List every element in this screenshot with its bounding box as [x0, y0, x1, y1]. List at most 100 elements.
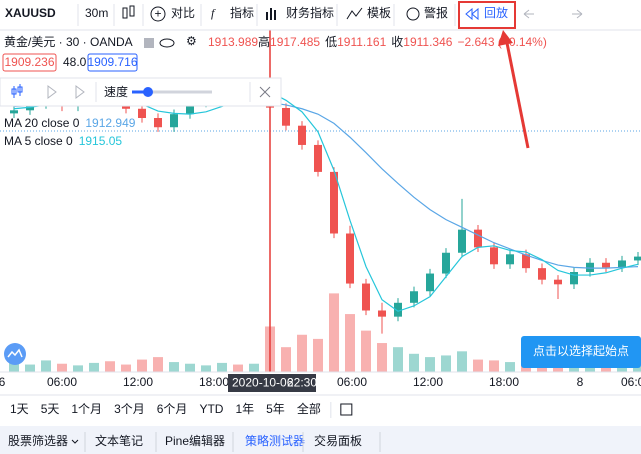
tabs-bg: [0, 426, 641, 454]
ma-legend: MA 5 close 0 1915.05: [4, 134, 122, 148]
volume-bar: [505, 362, 515, 372]
ma-value: 1915.05: [79, 134, 123, 148]
bid-box[interactable]: [2, 53, 57, 72]
instrument: 黄金/美元 · 30 · OANDA: [4, 34, 133, 49]
alert-icon: [406, 7, 420, 21]
close-replay[interactable]: [259, 86, 271, 98]
volume-bar: [233, 364, 243, 372]
tab[interactable]: Pine编辑器: [165, 433, 225, 448]
interval[interactable]: 30m: [85, 6, 108, 20]
ohlc-label: 高: [258, 34, 270, 49]
compare[interactable]: 对比: [171, 6, 195, 20]
alerts[interactable]: 警报: [424, 5, 448, 20]
calendar-icon[interactable]: [340, 403, 353, 416]
step[interactable]: [75, 85, 85, 99]
ohlc-value: 1917.485: [270, 35, 320, 49]
financials[interactable]: 财务指标: [286, 5, 334, 20]
volume-bar: [249, 363, 259, 372]
volume-bar: [313, 338, 323, 372]
volume-bar: [489, 360, 499, 372]
settings-icon[interactable]: ⚙: [186, 34, 197, 48]
chevron: [71, 439, 79, 444]
volume-bar: [25, 364, 35, 372]
range-button[interactable]: 5年: [266, 402, 285, 416]
bid: 1909.236: [4, 55, 54, 69]
candle-body: [426, 273, 434, 292]
indicator-icon: f: [211, 6, 216, 20]
indicators[interactable]: 指标: [230, 5, 254, 20]
symbol[interactable]: XAUUSD: [5, 6, 56, 20]
candle-body: [570, 272, 578, 285]
replay-icon: [471, 7, 479, 21]
candle-body: [538, 268, 546, 280]
range-button[interactable]: 5天: [41, 402, 60, 416]
spread: 48.0: [63, 55, 87, 69]
x-tick-label: 06:00: [47, 375, 77, 389]
volume-bar: [185, 363, 195, 372]
speed-label: 速度: [104, 84, 128, 99]
volume-bar: [153, 357, 163, 372]
candle-body: [138, 108, 146, 118]
candle-body: [554, 279, 562, 285]
volume-bar: [169, 362, 179, 372]
tab[interactable]: 交易面板: [314, 433, 362, 448]
tab[interactable]: 策略测试器: [245, 433, 305, 448]
tab[interactable]: 股票筛选器: [8, 433, 68, 448]
ask: 1909.716: [87, 55, 137, 69]
candle-icon[interactable]: [122, 5, 135, 19]
volume-bar: [281, 347, 291, 372]
volume-bar: [457, 351, 467, 372]
candle-body: [378, 310, 386, 317]
range-button[interactable]: 3个月: [114, 402, 145, 416]
candle-body: [458, 229, 466, 253]
redo[interactable]: [572, 9, 583, 19]
candle-body: [634, 256, 641, 261]
play[interactable]: [47, 85, 57, 99]
volume-bar: [57, 363, 67, 372]
candle-body: [186, 102, 194, 115]
replay-bar: 速度: [0, 77, 282, 107]
volume-bar: [361, 330, 371, 372]
volume-bar: [89, 362, 99, 372]
eye-icon[interactable]: [159, 38, 175, 48]
range-button[interactable]: 全部: [297, 401, 321, 416]
legend: 黄金/美元 · 30 · OANDA ⚙ 1913.989 高1917.485 低…: [0, 33, 547, 148]
candle-body: [314, 144, 322, 172]
crosshair-time: 22:30: [287, 376, 317, 390]
tab[interactable]: 文本笔记: [95, 433, 143, 448]
candle-body: [394, 302, 402, 317]
volume-bar: [473, 359, 483, 372]
volume-bar: [409, 353, 419, 372]
ohlc-label: 收: [391, 35, 403, 49]
candle-body: [410, 291, 418, 303]
ask-box[interactable]: [87, 53, 138, 72]
candle-body: [490, 247, 498, 265]
range-bar: 1天 5天 1个月 3个月 6个月 YTD 1年 5年 全部: [0, 394, 641, 418]
ma-value: 1912.949: [85, 116, 135, 130]
bottom-tabs: 股票筛选器 文本笔记 Pine编辑器 策略测试器 交易面板: [0, 426, 641, 454]
compare-plus: +: [154, 7, 161, 21]
time-axis: 6 06:00 12:00 18:00 06:00 12:00 18:00 8 06:00 202…: [0, 371, 641, 392]
templates[interactable]: 模板: [367, 6, 391, 20]
volume-bar: [377, 343, 387, 372]
range-button[interactable]: YTD: [199, 402, 223, 416]
replay[interactable]: 回放: [484, 5, 508, 20]
select-bar-icon[interactable]: [11, 84, 23, 98]
ma-legend: MA 20 close 0 1912.949: [4, 116, 136, 130]
volume-bar: [441, 355, 451, 372]
flag-icon: [144, 38, 154, 48]
range-button[interactable]: 1天: [10, 402, 29, 416]
x-tick-label: 18:00: [199, 375, 229, 389]
x-tick-label: 12:00: [413, 375, 443, 389]
toolbar-dividers: [77, 4, 456, 26]
undo[interactable]: [523, 9, 534, 19]
ohlc-label: 低: [325, 35, 337, 49]
compare-icon[interactable]: [150, 6, 166, 22]
slider-knob[interactable]: [143, 87, 153, 97]
range-button[interactable]: 1个月: [71, 402, 102, 416]
volume-bar: [425, 357, 435, 372]
range-button[interactable]: 1年: [235, 402, 254, 416]
financials-icon: [266, 8, 276, 20]
range-button[interactable]: 6个月: [157, 402, 188, 416]
